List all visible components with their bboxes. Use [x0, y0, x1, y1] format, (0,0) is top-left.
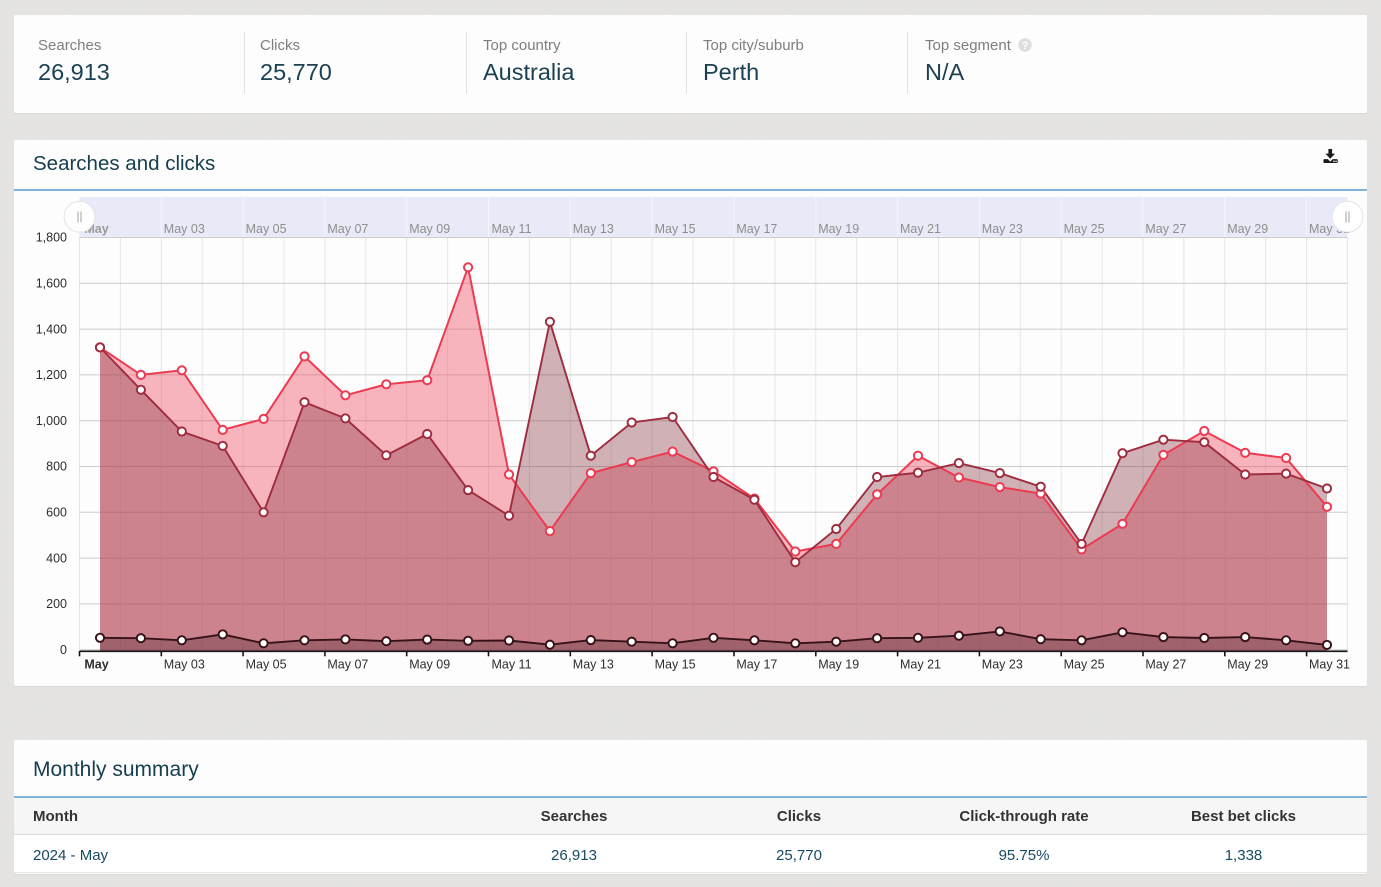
svg-text:May 25: May 25 — [1064, 222, 1105, 236]
svg-text:May 05: May 05 — [246, 658, 287, 672]
svg-text:200: 200 — [46, 597, 67, 611]
svg-text:0: 0 — [60, 643, 67, 657]
svg-text:May 19: May 19 — [818, 658, 859, 672]
svg-text:May 11: May 11 — [491, 658, 531, 672]
svg-text:May 25: May 25 — [1064, 658, 1105, 672]
svg-text:May 11: May 11 — [491, 222, 531, 236]
svg-text:May 09: May 09 — [409, 222, 450, 236]
svg-text:May 07: May 07 — [327, 658, 368, 672]
svg-text:800: 800 — [46, 460, 67, 474]
svg-text:May 29: May 29 — [1227, 222, 1268, 236]
svg-text:May 17: May 17 — [736, 222, 777, 236]
svg-text:May 17: May 17 — [736, 658, 777, 672]
svg-text:1,800: 1,800 — [36, 231, 67, 245]
svg-text:May 19: May 19 — [818, 222, 859, 236]
svg-text:May 05: May 05 — [246, 222, 287, 236]
svg-text:1,600: 1,600 — [36, 277, 67, 291]
svg-text:May 13: May 13 — [573, 658, 614, 672]
svg-text:May 09: May 09 — [409, 658, 450, 672]
svg-text:May 27: May 27 — [1145, 222, 1186, 236]
svg-text:May 23: May 23 — [982, 658, 1023, 672]
svg-text:May 03: May 03 — [164, 658, 205, 672]
svg-text:May 23: May 23 — [982, 222, 1023, 236]
svg-text:May 13: May 13 — [573, 222, 614, 236]
svg-text:?: ? — [1021, 40, 1028, 52]
svg-text:May: May — [84, 658, 108, 672]
svg-text:600: 600 — [46, 506, 67, 520]
svg-text:1,400: 1,400 — [36, 322, 67, 336]
svg-text:May 21: May 21 — [900, 222, 941, 236]
svg-text:May 31: May 31 — [1309, 658, 1350, 672]
svg-text:1,200: 1,200 — [36, 368, 67, 382]
svg-text:May 07: May 07 — [327, 222, 368, 236]
svg-text:May 27: May 27 — [1145, 658, 1186, 672]
svg-text:May 03: May 03 — [164, 222, 205, 236]
svg-text:May 21: May 21 — [900, 658, 941, 672]
svg-text:May 29: May 29 — [1227, 658, 1268, 672]
svg-text:1,000: 1,000 — [36, 414, 67, 428]
svg-text:May 15: May 15 — [655, 222, 696, 236]
svg-text:May 15: May 15 — [655, 658, 696, 672]
svg-text:400: 400 — [46, 551, 67, 565]
